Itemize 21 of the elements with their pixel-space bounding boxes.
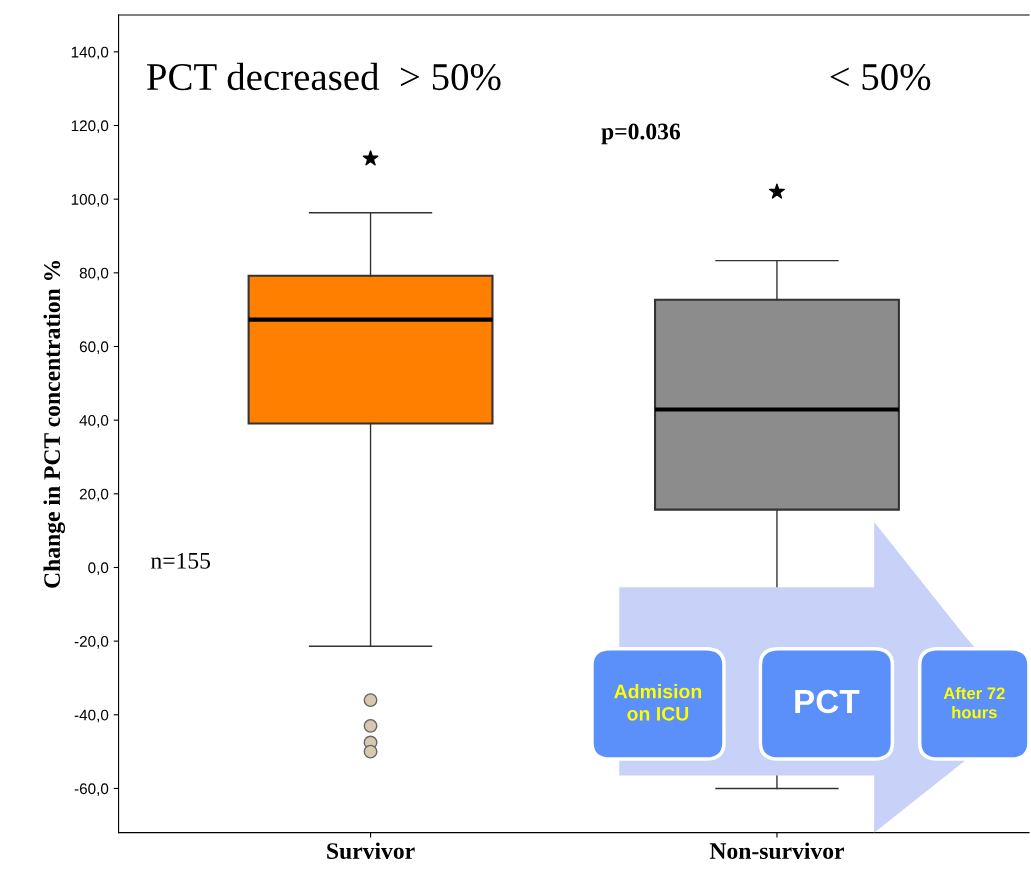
annotation: After 72 hours bbox=[943, 686, 1005, 719]
annotation: Admision on ICU bbox=[614, 684, 702, 721]
y-tick-label: 100,0 bbox=[71, 194, 109, 207]
annotation: PCT bbox=[795, 689, 860, 714]
y-tick-label: -20,0 bbox=[74, 636, 109, 649]
y-tick-label: -40,0 bbox=[74, 709, 109, 723]
y-tick-label: -60,0 bbox=[74, 783, 109, 796]
y-tick-label: 120,0 bbox=[71, 120, 109, 133]
y-axis-title: Change in PCT concentration % bbox=[43, 260, 66, 588]
y-tick-label: 80,0 bbox=[79, 267, 109, 281]
x-tick-label: Non-survivor bbox=[709, 842, 845, 860]
y-tick-label: 40,0 bbox=[79, 415, 109, 428]
x-tick-label: Survivor bbox=[327, 842, 415, 860]
y-tick-label: 20,0 bbox=[79, 488, 109, 502]
annotation: n=155 bbox=[150, 552, 211, 569]
y-tick-label: 0,0 bbox=[88, 562, 109, 575]
annotation: p=0.036 bbox=[601, 123, 681, 145]
y-tick-label: 60,0 bbox=[79, 341, 109, 354]
annotation: PCT decreased > 50% bbox=[146, 62, 501, 91]
annotation: < 50% bbox=[830, 63, 931, 91]
y-tick-label: 140,0 bbox=[71, 46, 109, 60]
